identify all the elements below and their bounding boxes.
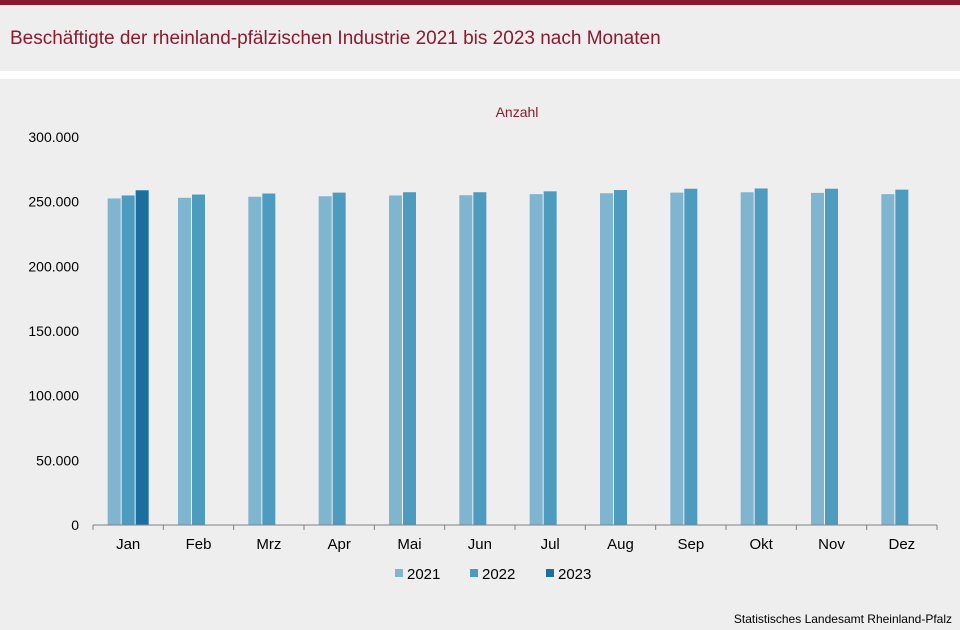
bar-2022-sep [684, 188, 698, 525]
bar-2021-aug [600, 193, 613, 525]
bar-2022-okt [754, 188, 768, 525]
x-tick-label: Feb [186, 536, 212, 553]
bar-2021-apr [318, 196, 332, 525]
bar-2022-aug [614, 190, 627, 525]
top-accent-rule [0, 0, 960, 5]
x-tick-label: Apr [327, 536, 350, 553]
x-tick-label: Okt [749, 536, 773, 553]
y-tick-label: 250.000 [28, 194, 79, 210]
bar-2021-jun [459, 195, 473, 525]
legend-label-2022: 2022 [482, 566, 515, 583]
x-tick-label: Jun [468, 536, 492, 553]
legend-swatch-2022 [470, 569, 478, 577]
bar-2021-jul [529, 194, 543, 525]
x-tick-label: Jan [116, 536, 140, 553]
bar-2021-jan [107, 198, 121, 525]
bar-2022-nov [825, 188, 838, 525]
bar-2021-feb [178, 197, 191, 525]
bar-2022-jul [543, 191, 557, 525]
bar-2022-jan [121, 195, 135, 525]
legend-label-2023: 2023 [558, 566, 591, 583]
bar-2021-dez [881, 194, 895, 525]
bar-2021-sep [670, 192, 684, 525]
bar-2022-apr [332, 192, 346, 525]
page-title: Beschäftigte der rheinland-pfälzischen I… [10, 28, 661, 49]
bar-2022-feb [192, 194, 205, 525]
legend-label-2021: 2021 [407, 566, 440, 583]
x-tick-label: Dez [888, 536, 915, 553]
bar-2021-nov [811, 192, 824, 525]
bar-2023-jan [135, 190, 149, 525]
y-axis-label: Anzahl [496, 104, 539, 120]
legend-swatch-2021 [395, 569, 403, 577]
y-tick-label: 0 [71, 517, 79, 533]
y-tick-label: 150.000 [28, 323, 79, 339]
x-tick-label: Nov [818, 536, 845, 553]
x-tick-label: Mai [397, 536, 421, 553]
x-tick-label: Aug [607, 536, 634, 553]
header: Beschäftigte der rheinland-pfälzischen I… [0, 5, 960, 71]
bar-2021-okt [740, 192, 754, 525]
source-credit: Statistisches Landesamt Rheinland-Pfalz [733, 612, 952, 626]
y-tick-label: 100.000 [28, 388, 79, 404]
bar-2022-mrz [262, 193, 276, 525]
legend-swatch-2023 [546, 569, 554, 577]
bar-2022-mai [403, 192, 416, 525]
bar-2022-jun [473, 192, 487, 525]
x-tick-label: Mrz [256, 536, 281, 553]
bar-2022-dez [895, 189, 909, 525]
y-tick-label: 50.000 [36, 452, 79, 468]
y-tick-label: 200.000 [28, 258, 79, 274]
x-tick-label: Sep [677, 536, 704, 553]
bar-2021-mrz [248, 196, 262, 525]
y-tick-label: 300.000 [28, 129, 79, 145]
bar-2021-mai [389, 195, 402, 525]
x-tick-label: Jul [541, 536, 560, 553]
